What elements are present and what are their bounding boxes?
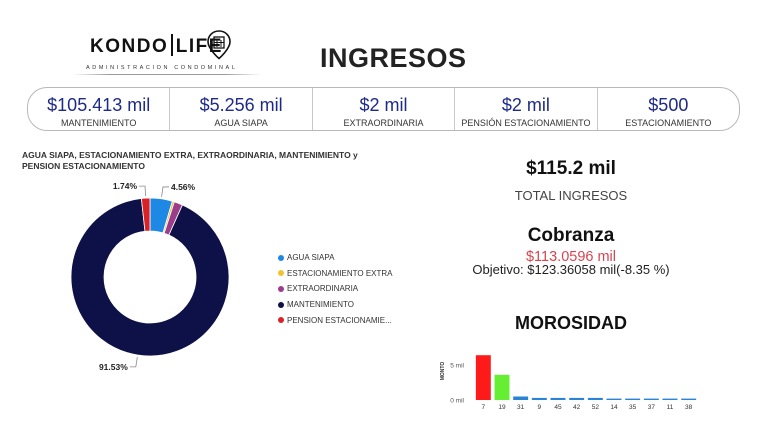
morosidad-bar[interactable] xyxy=(550,397,566,400)
morosidad-bar[interactable] xyxy=(625,398,641,400)
kpi-card-agua-siapa: $5.256 mil AGUA SIAPA xyxy=(170,88,313,130)
morosidad-bar[interactable] xyxy=(643,398,659,400)
legend-swatch xyxy=(278,301,284,308)
morosidad-bar[interactable] xyxy=(606,398,622,400)
legend-item[interactable]: AGUA SIAPA xyxy=(278,250,393,266)
x-tick-label: 9 xyxy=(538,404,542,411)
donut-data-label: 91.53% xyxy=(99,362,128,372)
morosidad-bar[interactable] xyxy=(494,374,510,400)
kpi-value: $2 mil xyxy=(359,95,408,115)
legend-label: MANTENIMIENTO xyxy=(287,300,354,310)
x-tick-label: 19 xyxy=(498,404,506,411)
logo-tagline: ADMINISTRACION CONDOMINAL xyxy=(86,65,238,71)
logo-wordmark: KONDO LIFE xyxy=(90,34,223,58)
legend-label: EXTRAORDINARIA xyxy=(287,284,359,294)
donut-chart-title: AGUA SIAPA, ESTACIONAMIENTO EXTRA, EXTRA… xyxy=(22,150,358,171)
building-location-pin-icon xyxy=(207,30,231,60)
kpi-value: $500 xyxy=(648,95,689,115)
donut-slice-3[interactable] xyxy=(70,198,230,357)
legend-label: ESTACIONAMIENTO EXTRA xyxy=(287,268,393,278)
legend-swatch xyxy=(278,285,284,292)
x-tick-label: 37 xyxy=(648,404,656,411)
y-tick-label: 0 mil xyxy=(450,398,464,405)
morosidad-bar[interactable] xyxy=(513,396,529,401)
kpi-label: AGUA SIAPA xyxy=(214,118,268,128)
donut-data-label: 1.74% xyxy=(113,181,138,191)
x-tick-label: 7 xyxy=(482,404,486,411)
y-axis-label: MONTO xyxy=(440,362,446,381)
legend-label: AGUA SIAPA xyxy=(287,253,335,263)
x-tick-label: 38 xyxy=(685,404,693,411)
logo-divider xyxy=(171,34,173,56)
cobranza-title: Cobranza xyxy=(527,225,615,246)
donut-leader-line xyxy=(161,186,169,197)
legend-item[interactable]: PENSION ESTACIONAMIE... xyxy=(278,312,393,328)
morosidad-bar[interactable] xyxy=(569,397,585,400)
morosidad-bar-chart: MONTO 0 mil 5 mil 7 19 31 9 45 42 52 14 35 37 11 38 xyxy=(440,355,697,411)
legend-item[interactable]: MANTENIMIENTO xyxy=(278,297,393,313)
kpi-card-estacionamiento: $500 ESTACIONAMIENTO xyxy=(598,88,739,130)
kpi-card-pension-estacionamiento: $2 mil PENSIÓN ESTACIONAMIENTO xyxy=(455,88,598,130)
legend-label: PENSION ESTACIONAMIE... xyxy=(287,315,392,325)
morosidad-bar[interactable] xyxy=(587,397,603,400)
x-tick-label: 11 xyxy=(667,404,674,411)
x-tick-label: 45 xyxy=(554,404,562,411)
kpi-label: MANTENIMIENTO xyxy=(61,118,137,128)
kpi-value: $5.256 mil xyxy=(199,95,283,115)
morosidad-bar[interactable] xyxy=(475,355,491,400)
kpi-value: $2 mil xyxy=(501,95,550,115)
donut-data-label: 4.56% xyxy=(171,182,196,192)
y-tick-label: 5 mil xyxy=(450,363,464,370)
kpi-label: EXTRAORDINARIA xyxy=(343,118,424,128)
x-tick-label: 35 xyxy=(629,404,637,411)
legend-swatch xyxy=(278,254,284,261)
legend-item[interactable]: EXTRAORDINARIA xyxy=(278,281,393,297)
donut-slice-4[interactable] xyxy=(140,197,151,232)
legend-swatch xyxy=(278,317,284,324)
donut-leader-line xyxy=(129,356,138,368)
x-tick-label: 31 xyxy=(517,404,525,411)
total-ingresos-label: TOTAL INGRESOS xyxy=(514,188,628,203)
kpi-value: $105.413 mil xyxy=(47,95,151,115)
legend-swatch xyxy=(278,270,284,277)
page-title: INGRESOS xyxy=(320,43,467,73)
morosidad-bar[interactable] xyxy=(531,397,547,400)
legend-item[interactable]: ESTACIONAMIENTO EXTRA xyxy=(278,266,393,282)
logo-text-kondo: KONDO xyxy=(90,36,169,57)
kpi-label: ESTACIONAMIENTO xyxy=(625,118,712,128)
x-tick-label: 52 xyxy=(592,404,600,411)
logo-text-life: LIFE xyxy=(175,36,223,57)
donut-chart: 4.56% 91.53% 1.74% xyxy=(70,181,230,372)
kpi-label: PENSIÓN ESTACIONAMIENTO xyxy=(461,118,591,128)
total-ingresos-value: $115.2 mil xyxy=(526,158,616,179)
cobranza-goal: Objetivo: $123.36058 mil(-8.35 %) xyxy=(472,262,670,277)
brand-logo: KONDO LIFE ADMINISTRACION CONDOMINAL xyxy=(72,30,262,75)
donut-legend: AGUA SIAPA ESTACIONAMIENTO EXTRA EXTRAORDI… xyxy=(278,250,393,328)
morosidad-bar[interactable] xyxy=(681,398,697,400)
x-tick-label: 14 xyxy=(610,404,618,411)
morosidad-bar[interactable] xyxy=(662,398,678,400)
x-tick-label: 42 xyxy=(573,404,581,411)
kpi-card-mantenimiento: $105.413 mil MANTENIMIENTO xyxy=(28,88,171,130)
cobranza-value: $113.0596 mil xyxy=(525,249,617,265)
morosidad-title: MOROSIDAD xyxy=(515,313,627,333)
kpi-card-extraordinaria: $2 mil EXTRAORDINARIA xyxy=(313,88,456,130)
donut-leader-line xyxy=(139,185,146,197)
logo-underline xyxy=(72,74,262,75)
kpi-strip: $105.413 mil MANTENIMIENTO $5.256 mil AG… xyxy=(27,87,740,131)
